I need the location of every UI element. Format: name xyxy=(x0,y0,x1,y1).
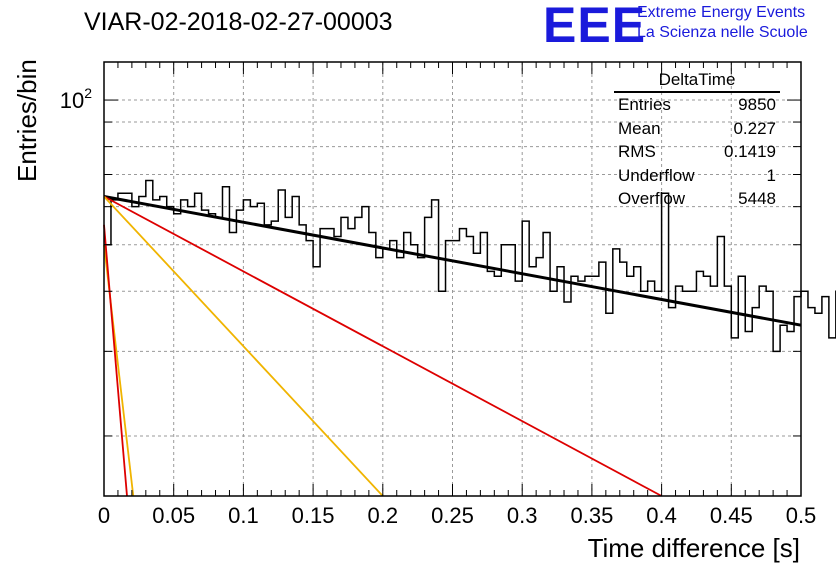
histogram-steps xyxy=(104,179,836,353)
stats-value: 1 xyxy=(766,165,776,185)
stats-header: DeltaTime xyxy=(614,70,780,93)
stats-value: 0.1419 xyxy=(724,142,776,161)
stats-label: Underflow xyxy=(618,165,695,185)
x-tick-label: 0 xyxy=(98,503,110,528)
component-curve-4 xyxy=(103,224,128,497)
stats-row-rms: RMS 0.1419 xyxy=(614,140,780,164)
x-tick-label: 0.2 xyxy=(368,503,399,528)
stats-label: Entries xyxy=(618,95,671,114)
stats-value: 9850 xyxy=(738,95,776,114)
y-tick-label: 102 xyxy=(60,85,92,113)
chart-title: VIAR-02-2018-02-27-00003 xyxy=(84,8,393,36)
stats-value: 5448 xyxy=(738,189,776,208)
eee-logo-mark: EEE xyxy=(543,0,647,53)
fit-curve xyxy=(103,195,802,327)
stats-value: 0.227 xyxy=(733,118,776,138)
x-tick-label: 0.25 xyxy=(431,503,474,528)
logo-line-2: La Scienza nelle Scuole xyxy=(637,24,808,41)
component-curve-1 xyxy=(103,195,663,497)
stats-row-overflow: Overflow 5448 xyxy=(614,187,780,211)
stats-box: DeltaTime Entries 9850 Mean 0.227 RMS 0.… xyxy=(614,70,780,211)
x-axis-label: Time difference [s] xyxy=(587,533,800,563)
x-tick-label: 0.45 xyxy=(710,503,753,528)
x-tick-label: 0.5 xyxy=(786,503,817,528)
x-tick-label: 0.35 xyxy=(570,503,613,528)
stats-label: Mean xyxy=(618,118,661,138)
logo-line-1: Extreme Energy Events xyxy=(637,4,806,21)
stats-row-mean: Mean 0.227 xyxy=(614,117,780,141)
stats-row-entries: Entries 9850 xyxy=(614,93,780,117)
y-tick-exponent: 2 xyxy=(84,85,92,101)
stats-row-underflow: Underflow 1 xyxy=(614,164,780,188)
component-curve-2 xyxy=(103,195,384,497)
x-tick-label: 0.1 xyxy=(228,503,259,528)
stats-label: RMS xyxy=(618,142,656,161)
stats-label: Overflow xyxy=(618,189,686,208)
x-tick-label: 0.15 xyxy=(292,503,335,528)
x-tick-label: 0.3 xyxy=(507,503,538,528)
x-tick-label: 0.05 xyxy=(152,503,195,528)
x-tick-label: 0.4 xyxy=(646,503,677,528)
